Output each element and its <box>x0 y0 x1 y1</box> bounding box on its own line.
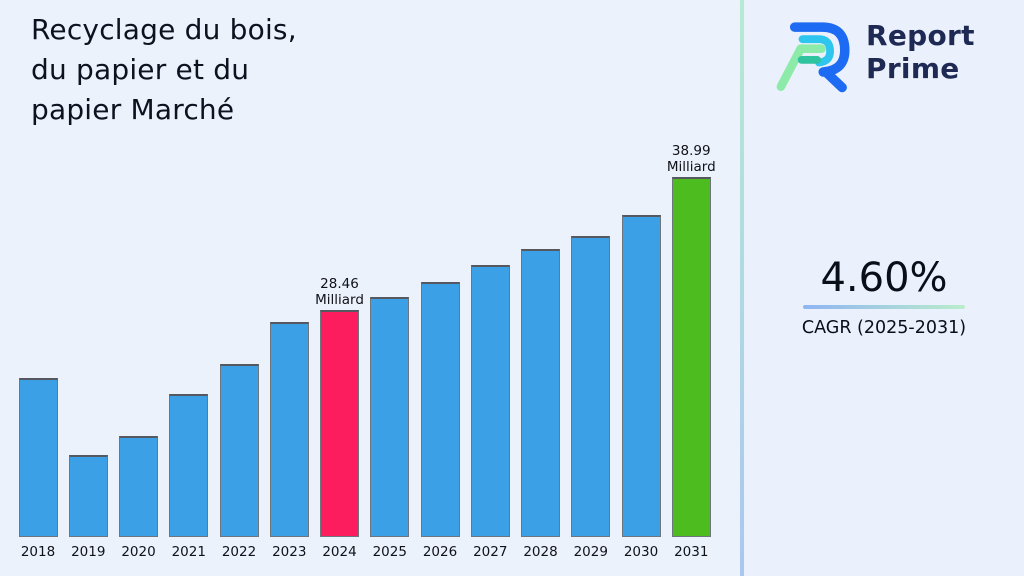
cagr-value: 4.60% <box>820 255 948 301</box>
info-panel: Report Prime 4.60% CAGR (2025-2031) <box>744 0 1024 576</box>
page-title-line2: du papier et du <box>31 53 250 86</box>
bar-2030 <box>621 215 661 537</box>
x-tick-2022: 2022 <box>221 544 257 560</box>
x-tick-2029: 2029 <box>573 544 608 560</box>
page-title: Recyclage du bois, du papier et du papie… <box>31 10 297 130</box>
page-title-line3: papier Marché <box>31 93 235 126</box>
x-tick-2021: 2021 <box>171 544 206 560</box>
report-prime-logo-icon <box>776 22 850 93</box>
x-tick-2028: 2028 <box>523 544 558 560</box>
x-tick-2019: 2019 <box>71 544 106 560</box>
cagr-underline <box>803 305 965 309</box>
report-prime-wordmark: Report Prime <box>866 19 975 85</box>
bar-2029 <box>571 236 611 537</box>
x-tick-2018: 2018 <box>20 544 56 560</box>
cagr-block: 4.60% CAGR (2025-2031) <box>744 256 1024 338</box>
bar-2026 <box>420 282 460 537</box>
bar-2018 <box>18 378 58 537</box>
bar-2024 <box>320 310 359 537</box>
bar-2022 <box>219 364 259 537</box>
bar-2019 <box>68 455 108 537</box>
logo-word-report: Report <box>866 19 975 52</box>
x-tick-2024: 2024 <box>322 544 357 560</box>
bar-chart: 2018 2019 2020 2021 2022 2023 2024 2025 2026 2027… <box>18 143 716 560</box>
bar-2031 <box>671 177 711 537</box>
bar-2025 <box>370 297 410 537</box>
report-prime-logo: Report Prime <box>774 12 975 94</box>
logo-word-prime: Prime <box>866 52 960 85</box>
x-tick-2025: 2025 <box>372 544 407 560</box>
bar-2028 <box>521 249 560 537</box>
bar-value-label-2024: 28.46 Milliard <box>315 276 364 308</box>
x-tick-2030: 2030 <box>623 544 659 560</box>
bar-2021 <box>169 394 209 537</box>
bar-2023 <box>269 322 309 537</box>
bar-2027 <box>470 265 510 537</box>
vertical-divider <box>740 0 744 576</box>
page-title-line1: Recyclage du bois, <box>31 13 297 46</box>
bar-2020 <box>119 436 158 537</box>
x-tick-2027: 2027 <box>473 544 508 560</box>
chart-panel: Recyclage du bois, du papier et du papie… <box>18 10 716 560</box>
cagr-label: CAGR (2025-2031) <box>801 318 967 338</box>
x-tick-2020: 2020 <box>121 544 156 560</box>
x-tick-2026: 2026 <box>422 544 458 560</box>
bar-value-label-2031: 38.99 Milliard <box>666 143 716 175</box>
x-tick-2023: 2023 <box>272 544 307 560</box>
x-tick-2031: 2031 <box>674 544 709 560</box>
